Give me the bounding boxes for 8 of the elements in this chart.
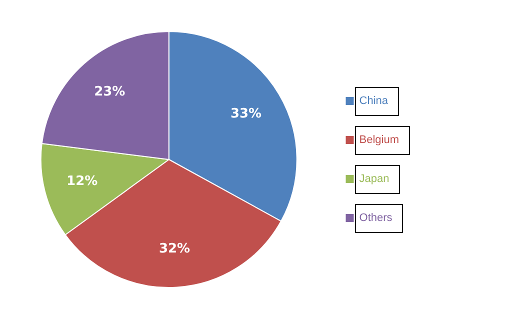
legend-label: Belgium	[359, 134, 400, 146]
data-label: 23%	[94, 84, 126, 100]
legend-label: China	[359, 95, 389, 108]
legend-label: Others	[359, 212, 393, 224]
data-label: 12%	[66, 174, 98, 190]
data-label: 32%	[158, 241, 190, 256]
data-label: 33%	[230, 106, 262, 122]
legend-label: Japan	[359, 173, 390, 186]
